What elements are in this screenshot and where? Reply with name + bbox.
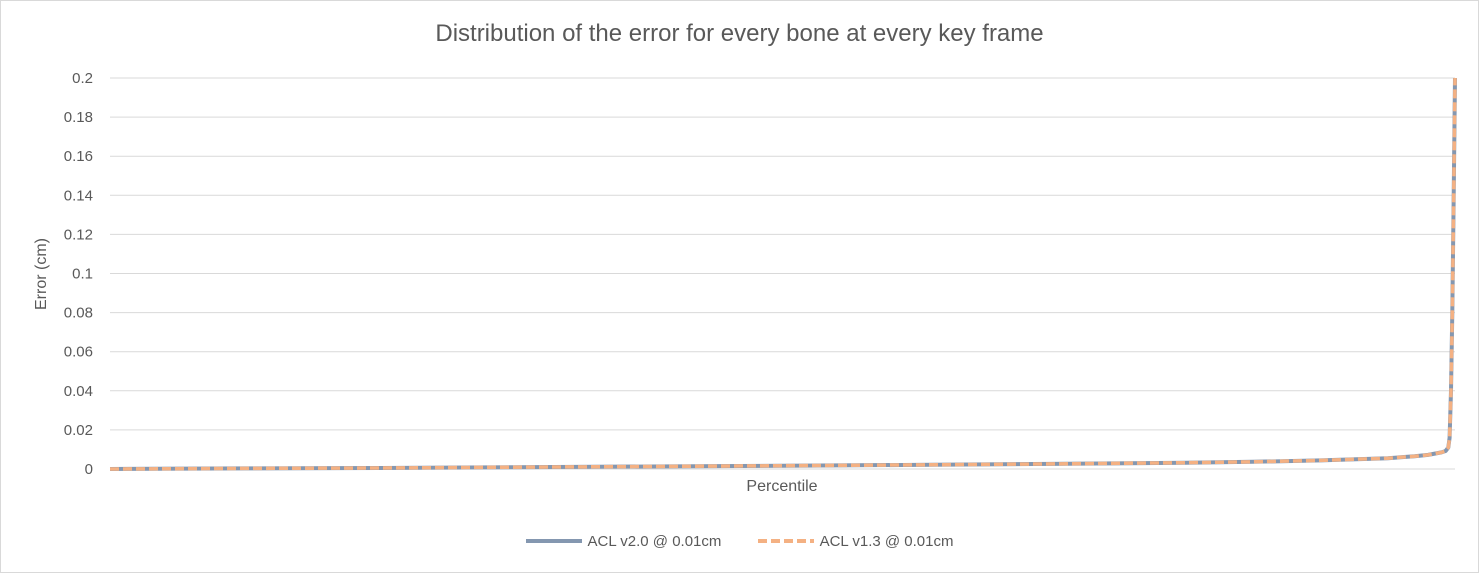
series-line-acl-v13 <box>109 77 1457 471</box>
y-tick-label: 0.08 <box>64 305 93 322</box>
y-tick-label: 0.04 <box>64 383 93 400</box>
y-tick-label: 0.02 <box>64 422 93 439</box>
gridlines <box>110 77 1455 470</box>
y-tick-label: 0.18 <box>64 109 93 126</box>
legend-label-acl-v13: ACL v1.3 @ 0.01cm <box>819 532 954 550</box>
x-axis-label: Percentile <box>746 478 818 495</box>
chart-title: Distribution of the error for every bone… <box>435 20 1044 47</box>
legend-swatch-acl-v13 <box>757 539 814 543</box>
y-tick-label: 0.2 <box>72 70 93 87</box>
legend-swatch-acl-v2 <box>525 539 582 543</box>
y-tick-label: 0.16 <box>64 148 93 165</box>
legend-label-acl-v2: ACL v2.0 @ 0.01cm <box>587 532 722 550</box>
legend-item-acl-v2[interactable]: ACL v2.0 @ 0.01cm <box>525 532 722 550</box>
legend: ACL v2.0 @ 0.01cm ACL v1.3 @ 0.01cm <box>0 530 1479 550</box>
y-tick-label: 0.12 <box>64 226 93 243</box>
legend-item-acl-v13[interactable]: ACL v1.3 @ 0.01cm <box>757 532 954 550</box>
y-axis-ticks: 0.2 0.18 0.16 0.14 0.12 0.1 0.08 0.06 0.04 0.02 0 <box>64 70 93 478</box>
y-tick-label: 0.14 <box>64 187 93 204</box>
y-tick-label: 0 <box>85 461 93 478</box>
y-tick-label: 0.1 <box>72 266 93 283</box>
y-tick-label: 0.06 <box>64 344 93 361</box>
series-lines <box>109 77 1457 471</box>
y-axis-label: Error (cm) <box>33 238 50 310</box>
